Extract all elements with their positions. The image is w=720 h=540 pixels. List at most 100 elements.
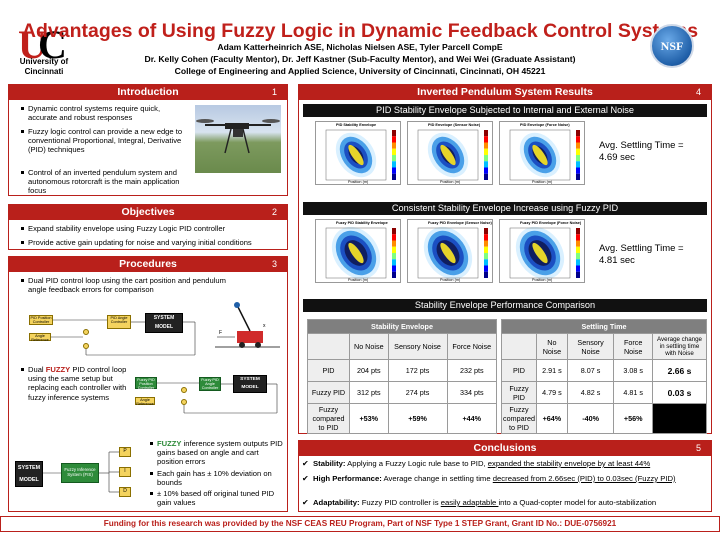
table-cell: +53% — [349, 403, 389, 434]
table-cell: 274 pts — [387, 381, 448, 404]
plot-title: PID Envelope (Sensor Noise) — [428, 123, 481, 127]
table-cell: 204 pts — [349, 359, 389, 382]
axis-x-label: Position (m) — [440, 180, 461, 184]
axis-x-label: Position (m) — [348, 180, 369, 184]
table-cell: 3.08 s — [613, 359, 653, 382]
envelope-plot: PID Envelope (Force Noise) Position (m) — [499, 121, 585, 185]
fuzzy-bullet: ± 10% based off original tuned PID gain … — [150, 489, 283, 507]
envelope-plot: PID Envelope (Sensor Noise) Position (m) — [407, 121, 493, 185]
poster-title: Advantages of Using Fuzzy Logic in Dynam… — [21, 20, 699, 42]
conclusion-item: ✔ High Performance: Average change in set… — [302, 474, 676, 483]
gain-d-block: D — [119, 487, 131, 497]
fuzzy-envelope-plots: Fuzzy PID Stability Envelope Position (m)… — [315, 219, 585, 285]
gain-p-block: P — [119, 447, 131, 457]
fuzzy-bullet: FUZZY inference system outputs PID gains… — [150, 439, 285, 467]
table-cell: +44% — [446, 403, 498, 434]
row-label: Fuzzy compared to PID — [307, 403, 350, 434]
sum-node — [181, 387, 187, 393]
pid-angle-block: PID Angle Controller — [107, 315, 131, 329]
fuzzy-block-diagram: Fuzzy PID Position Controller Fuzzy PID … — [135, 373, 285, 417]
table-cell: +64% — [535, 403, 568, 434]
svg-text:U: U — [18, 22, 47, 66]
fuzzy-bullet: Each gain has ± 10% deviation on bounds — [150, 469, 283, 487]
procedure-bullet: Dual PID control loop using the cart pos… — [21, 276, 228, 294]
row-label: PID — [501, 359, 537, 382]
table-cell: 4.82 s — [566, 381, 615, 404]
check-icon: ✔ — [302, 474, 309, 483]
envelope-plot: Fuzzy PID Stability Envelope Position (m) — [315, 219, 401, 283]
table-cell: 334 pts — [446, 381, 498, 404]
mentors: Dr. Kelly Cohen (Faculty Mentor), Dr. Je… — [144, 54, 576, 64]
procedure-bullet: Dual FUZZY PID control loop using the sa… — [21, 365, 132, 402]
fuzzy-inference-system-block: Fuzzy Inference System (FIS) — [61, 463, 99, 483]
axis-x-label: Position (m) — [532, 180, 553, 184]
settling-time-pid: Avg. Settling Time = 4.69 sec — [599, 140, 684, 163]
sum-node — [83, 329, 89, 335]
conclusion-item: ✔ Stability: Applying a Fuzzy Logic rule … — [302, 459, 651, 468]
introduction-section: Introduction 1 Dynamic control systems re… — [8, 84, 288, 196]
section-header: Procedures 3 — [9, 257, 287, 272]
authors: Adam Katterheinrich ASE, Nicholas Nielse… — [217, 42, 503, 52]
subheader: PID Stability Envelope Subjected to Inte… — [303, 104, 707, 117]
col-header: Sensory Noise — [566, 333, 615, 360]
row-label: Fuzzy PID — [501, 381, 537, 404]
table-cell: 312 pts — [349, 381, 389, 404]
section-header: Introduction 1 — [9, 85, 287, 100]
table-title: Stability Envelope — [307, 319, 497, 334]
angle-reference-block: Angle Reference — [135, 397, 155, 406]
col-header: Force Noise — [446, 333, 498, 360]
affiliation: College of Engineering and Applied Scien… — [174, 66, 546, 76]
gain-i-block: I — [119, 467, 131, 477]
section-header: Objectives 2 — [9, 205, 287, 220]
svg-text:C: C — [38, 22, 67, 66]
axis-x-label: Position (m) — [532, 278, 553, 282]
table-cell: 2.66 s — [652, 359, 707, 382]
axis-x-label: Position (m) — [348, 278, 369, 282]
table-cell: 4.79 s — [535, 381, 568, 404]
section-header: Conclusions 5 — [299, 441, 711, 456]
results-section: Inverted Pendulum System Results 4 PID St… — [298, 84, 712, 434]
table-cell: -40% — [566, 403, 615, 434]
row-label: Fuzzy PID — [307, 381, 350, 404]
university-name: University of Cincinnati — [19, 57, 69, 76]
stability-envelope-table: Stability Envelope No Noise Sensory Nois… — [307, 319, 498, 434]
subheader: Consistent Stability Envelope Increase u… — [303, 202, 707, 215]
plot-title: PID Envelope (Force Noise) — [520, 123, 570, 127]
funding-note: Funding for this research was provided b… — [0, 516, 720, 532]
row-label: PID — [307, 359, 350, 382]
plot-title: Fuzzy PID Envelope (Force Noise) — [520, 221, 582, 225]
subheader: Stability Envelope Performance Compariso… — [303, 299, 707, 312]
check-icon: ✔ — [302, 459, 309, 468]
table-cell: 4.81 s — [613, 381, 653, 404]
procedures-section: Procedures 3 Dual PID control loop using … — [8, 256, 288, 512]
conclusion-item: ✔ Adaptability: Fuzzy PID controller is e… — [302, 498, 657, 507]
envelope-plot: Fuzzy PID Envelope (Sensor Noise) Positio… — [407, 219, 493, 283]
intro-bullet: Control of an inverted pendulum system a… — [21, 168, 193, 196]
plot-title: Fuzzy PID Envelope (Sensor Noise) — [428, 221, 492, 225]
section-header: Inverted Pendulum System Results 4 — [299, 85, 711, 100]
sum-node — [83, 343, 89, 349]
col-header: Sensory Noise — [387, 333, 448, 360]
check-icon: ✔ — [302, 498, 309, 507]
table-cell: 232 pts — [446, 359, 498, 382]
envelope-plot: PID Stability Envelope Position (m) — [315, 121, 401, 185]
conclusions-section: Conclusions 5 ✔ Stability: Applying a Fuzz… — [298, 440, 712, 512]
objective-bullet: Expand stability envelope using Fuzzy Lo… — [21, 224, 283, 233]
objective-bullet: Provide active gain updating for noise a… — [21, 238, 283, 247]
table-cell — [652, 403, 707, 434]
angle-reference-block: Angle Reference — [29, 333, 51, 342]
svg-text:x: x — [263, 323, 266, 329]
intro-bullet: Fuzzy logic control can provide a new ed… — [21, 127, 193, 155]
intro-bullet: Dynamic control systems require quick, a… — [21, 104, 188, 122]
table-cell: 172 pts — [387, 359, 448, 382]
col-header: Force Noise — [613, 333, 653, 360]
plot-title: PID Stability Envelope — [336, 123, 377, 127]
system-model-block: SYSTEM MODEL — [145, 313, 183, 333]
table-title: Settling Time — [501, 319, 707, 334]
col-header: Average change in settling time with Noi… — [652, 333, 707, 360]
quadcopter-photo — [195, 105, 281, 173]
system-model-block: SYSTEM MODEL — [15, 461, 43, 487]
fuzzy-angle-block: Fuzzy PID Angle Controller — [199, 377, 221, 391]
table-cell: 2.91 s — [535, 359, 568, 382]
objectives-section: Objectives 2 Expand stability envelope us… — [8, 204, 288, 250]
